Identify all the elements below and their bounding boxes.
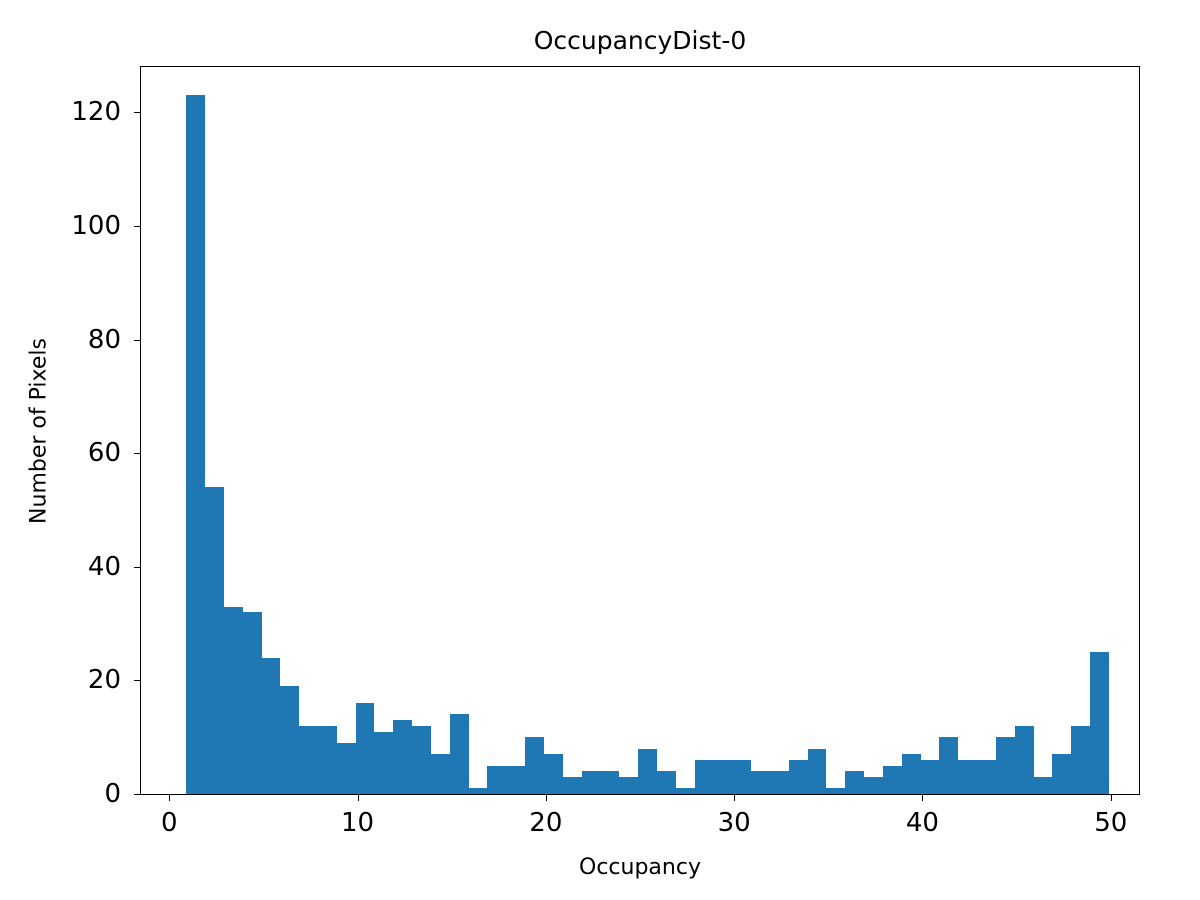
y-tick-mark xyxy=(134,680,141,682)
y-tick-label: 0 xyxy=(104,779,121,809)
plot-axes: Number of Pixels Occupancy 0 20 40 60 80 100 1… xyxy=(27,66,1140,880)
histogram-bar xyxy=(619,776,639,794)
x-tick-label: 30 xyxy=(717,808,751,838)
histogram-bar xyxy=(468,788,488,794)
histogram-bar xyxy=(788,759,808,794)
histogram-bar xyxy=(449,714,469,794)
y-tick-mark xyxy=(134,794,141,795)
x-tick-label: 50 xyxy=(1094,808,1128,838)
histogram-bar xyxy=(430,754,450,794)
histogram-bar xyxy=(374,731,394,794)
histogram-bar xyxy=(336,742,356,794)
histogram-bar xyxy=(751,771,770,794)
histogram-bar xyxy=(807,748,827,794)
histogram-bar xyxy=(242,612,262,794)
y-tick-label: 80 xyxy=(87,324,121,355)
x-tick-mark xyxy=(545,794,547,801)
histogram-bar xyxy=(393,720,413,794)
histogram-bar xyxy=(412,725,431,794)
histogram-bar xyxy=(186,95,206,794)
y-tick-mark xyxy=(134,339,141,341)
y-tick-label: 60 xyxy=(87,438,121,469)
histogram-bar xyxy=(656,771,676,794)
histogram-bar xyxy=(864,776,883,794)
histogram-bar xyxy=(581,771,601,794)
histogram-bar xyxy=(506,765,526,794)
histogram-bar xyxy=(1090,652,1109,794)
x-axis-label: Occupancy xyxy=(579,855,701,880)
histogram-bar xyxy=(732,759,752,794)
y-tick-label: 20 xyxy=(87,665,121,696)
histogram-bar xyxy=(882,765,902,794)
histogram-bar xyxy=(487,765,507,794)
y-tick-mark xyxy=(134,112,141,114)
x-tick-label: 20 xyxy=(529,808,563,838)
histogram-bar xyxy=(223,606,243,794)
plot-area xyxy=(141,67,1139,794)
histogram-bar xyxy=(355,703,375,794)
x-tick-label: 0 xyxy=(160,808,178,838)
y-tick-label: 120 xyxy=(71,97,121,128)
histogram-bar xyxy=(261,657,281,794)
x-tick-mark xyxy=(922,794,924,801)
y-tick-mark xyxy=(134,453,141,455)
histogram-bar xyxy=(939,737,959,794)
histogram-bar xyxy=(901,754,921,794)
y-tick-label: 100 xyxy=(71,211,121,242)
histogram-bar xyxy=(543,754,563,794)
histogram-bar xyxy=(694,759,714,794)
histogram-bar xyxy=(845,771,865,794)
histogram-bar xyxy=(958,759,978,794)
histogram-bar xyxy=(638,748,657,794)
histogram-bar xyxy=(675,788,695,794)
histogram-bar xyxy=(826,788,846,794)
histogram-bar xyxy=(1033,776,1053,794)
histogram-bar xyxy=(995,737,1015,794)
y-axis-label: Number of Pixels xyxy=(26,337,52,524)
histogram-bar xyxy=(318,725,337,794)
histogram-bar xyxy=(205,487,224,794)
histogram-bar xyxy=(280,686,300,794)
x-tick-mark xyxy=(169,794,171,801)
x-tick-label: 10 xyxy=(341,808,375,838)
y-tick-label: 40 xyxy=(87,551,121,582)
histogram-bar xyxy=(1014,725,1034,794)
histogram-bar xyxy=(769,771,789,794)
x-tick-mark xyxy=(357,794,359,801)
x-tick-mark xyxy=(734,794,736,801)
histogram-bar xyxy=(525,737,544,794)
y-tick-mark xyxy=(134,226,141,228)
chart-title: OccupancyDist-0 xyxy=(533,26,747,55)
y-tick-mark xyxy=(134,566,141,568)
histogram-bar xyxy=(1071,725,1091,794)
histogram-bar xyxy=(1052,754,1072,794)
histogram-bar xyxy=(562,776,582,794)
histogram-bar xyxy=(977,759,996,794)
histogram-bar xyxy=(920,759,940,794)
x-tick-label: 40 xyxy=(905,808,939,838)
histogram-bar xyxy=(713,759,733,794)
histogram-bar xyxy=(299,725,318,794)
histogram-bar xyxy=(600,771,620,794)
x-tick-mark xyxy=(1110,794,1112,801)
